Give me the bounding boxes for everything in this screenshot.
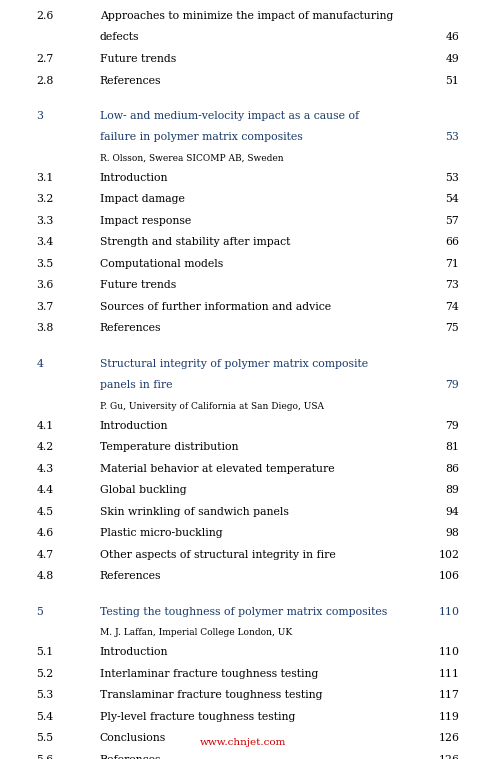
- Text: 71: 71: [445, 259, 459, 269]
- Text: 5: 5: [36, 607, 43, 617]
- Text: Strength and stability after impact: Strength and stability after impact: [100, 238, 290, 247]
- Text: 4.7: 4.7: [36, 550, 53, 560]
- Text: 2.8: 2.8: [36, 75, 54, 86]
- Text: Sources of further information and advice: Sources of further information and advic…: [100, 302, 331, 312]
- Text: Approaches to minimize the impact of manufacturing: Approaches to minimize the impact of man…: [100, 11, 393, 21]
- Text: P. Gu, University of California at San Diego, USA: P. Gu, University of California at San D…: [100, 402, 324, 411]
- Text: Introduction: Introduction: [100, 420, 168, 431]
- Text: 110: 110: [438, 607, 459, 617]
- Text: Temperature distribution: Temperature distribution: [100, 442, 238, 452]
- Text: 3.7: 3.7: [36, 302, 53, 312]
- Text: 2.6: 2.6: [36, 11, 54, 21]
- Text: 102: 102: [438, 550, 459, 560]
- Text: Future trends: Future trends: [100, 54, 176, 64]
- Text: Interlaminar fracture toughness testing: Interlaminar fracture toughness testing: [100, 669, 318, 679]
- Text: Testing the toughness of polymer matrix composites: Testing the toughness of polymer matrix …: [100, 607, 387, 617]
- Text: 81: 81: [445, 442, 459, 452]
- Text: 3.2: 3.2: [36, 194, 54, 204]
- Text: Ply-level fracture toughness testing: Ply-level fracture toughness testing: [100, 712, 295, 722]
- Text: 3.4: 3.4: [36, 238, 53, 247]
- Text: 3.6: 3.6: [36, 280, 54, 291]
- Text: Low- and medium-velocity impact as a cause of: Low- and medium-velocity impact as a cau…: [100, 111, 359, 121]
- Text: panels in fire: panels in fire: [100, 380, 172, 390]
- Text: 66: 66: [445, 238, 459, 247]
- Text: 106: 106: [438, 572, 459, 581]
- Text: Structural integrity of polymer matrix composite: Structural integrity of polymer matrix c…: [100, 359, 368, 369]
- Text: 51: 51: [445, 75, 459, 86]
- Text: 2.7: 2.7: [36, 54, 53, 64]
- Text: Skin wrinkling of sandwich panels: Skin wrinkling of sandwich panels: [100, 507, 289, 517]
- Text: 126: 126: [438, 754, 459, 759]
- Text: 73: 73: [445, 280, 459, 291]
- Text: 4.8: 4.8: [36, 572, 53, 581]
- Text: Future trends: Future trends: [100, 280, 176, 291]
- Text: 4.3: 4.3: [36, 464, 53, 474]
- Text: References: References: [100, 572, 161, 581]
- Text: Impact damage: Impact damage: [100, 194, 185, 204]
- Text: failure in polymer matrix composites: failure in polymer matrix composites: [100, 133, 302, 143]
- Text: 4.4: 4.4: [36, 485, 53, 496]
- Text: Translaminar fracture toughness testing: Translaminar fracture toughness testing: [100, 690, 322, 701]
- Text: References: References: [100, 323, 161, 333]
- Text: 5.3: 5.3: [36, 690, 53, 701]
- Text: 53: 53: [445, 173, 459, 183]
- Text: Other aspects of structural integrity in fire: Other aspects of structural integrity in…: [100, 550, 335, 560]
- Text: 3.5: 3.5: [36, 259, 53, 269]
- Text: 119: 119: [438, 712, 459, 722]
- Text: 5.5: 5.5: [36, 733, 53, 743]
- Text: Global buckling: Global buckling: [100, 485, 186, 496]
- Text: 79: 79: [446, 380, 459, 390]
- Text: 86: 86: [445, 464, 459, 474]
- Text: 5.6: 5.6: [36, 754, 53, 759]
- Text: R. Olsson, Swerea SICOMP AB, Sweden: R. Olsson, Swerea SICOMP AB, Sweden: [100, 154, 283, 163]
- Text: 3.3: 3.3: [36, 216, 54, 226]
- Text: Introduction: Introduction: [100, 647, 168, 657]
- Text: 4: 4: [36, 359, 43, 369]
- Text: 89: 89: [445, 485, 459, 496]
- Text: 5.4: 5.4: [36, 712, 53, 722]
- Text: 4.6: 4.6: [36, 528, 53, 538]
- Text: 3: 3: [36, 111, 43, 121]
- Text: References: References: [100, 754, 161, 759]
- Text: 57: 57: [446, 216, 459, 226]
- Text: 5.1: 5.1: [36, 647, 53, 657]
- Text: Computational models: Computational models: [100, 259, 223, 269]
- Text: 3.1: 3.1: [36, 173, 54, 183]
- Text: 5.2: 5.2: [36, 669, 53, 679]
- Text: Impact response: Impact response: [100, 216, 191, 226]
- Text: 49: 49: [446, 54, 459, 64]
- Text: 4.2: 4.2: [36, 442, 53, 452]
- Text: 126: 126: [438, 733, 459, 743]
- Text: www.chnjet.com: www.chnjet.com: [200, 738, 286, 747]
- Text: 53: 53: [445, 133, 459, 143]
- Text: 79: 79: [446, 420, 459, 431]
- Text: 117: 117: [438, 690, 459, 701]
- Text: 111: 111: [438, 669, 459, 679]
- Text: 4.5: 4.5: [36, 507, 53, 517]
- Text: Conclusions: Conclusions: [100, 733, 166, 743]
- Text: defects: defects: [100, 33, 139, 43]
- Text: 4.1: 4.1: [36, 420, 53, 431]
- Text: 3.8: 3.8: [36, 323, 54, 333]
- Text: References: References: [100, 75, 161, 86]
- Text: Material behavior at elevated temperature: Material behavior at elevated temperatur…: [100, 464, 334, 474]
- Text: 98: 98: [445, 528, 459, 538]
- Text: Plastic micro-buckling: Plastic micro-buckling: [100, 528, 222, 538]
- Text: 54: 54: [446, 194, 459, 204]
- Text: 74: 74: [446, 302, 459, 312]
- Text: Introduction: Introduction: [100, 173, 168, 183]
- Text: 110: 110: [438, 647, 459, 657]
- Text: 46: 46: [445, 33, 459, 43]
- Text: 75: 75: [446, 323, 459, 333]
- Text: M. J. Laffan, Imperial College London, UK: M. J. Laffan, Imperial College London, U…: [100, 628, 292, 638]
- Text: 94: 94: [446, 507, 459, 517]
